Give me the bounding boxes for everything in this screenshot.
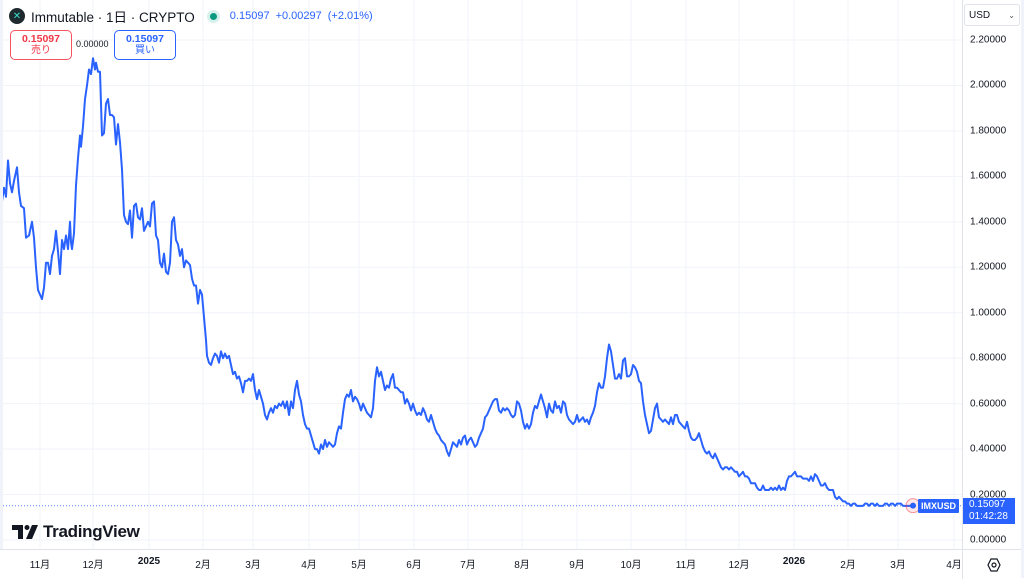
last-price-value: 0.15097 — [969, 499, 1006, 510]
price-change-percent: (+2.01%) — [327, 10, 373, 22]
buy-button[interactable]: 0.15097 買い — [114, 30, 176, 60]
last-price: 0.15097 — [229, 10, 270, 22]
chart-plot-area[interactable] — [0, 0, 962, 549]
immutable-x-logo-icon: ✕ — [9, 8, 25, 24]
tradingview-mark-icon — [12, 525, 38, 539]
time-tick-label: 4月 — [301, 560, 317, 571]
price-tick-label: 0.20000 — [970, 489, 1007, 501]
time-tick-label: 2月 — [840, 560, 856, 571]
market-open-status-icon — [206, 9, 220, 23]
time-tick-label: 10月 — [620, 560, 642, 571]
sell-label: 売り — [31, 45, 51, 56]
price-tick-label: 1.00000 — [970, 307, 1007, 319]
time-tick-label: 11月 — [29, 560, 51, 571]
time-tick-label: 2月 — [195, 560, 211, 571]
chart-header: ✕ Immutable · 1日 · CRYPTO 0.15097 +0.002… — [9, 6, 373, 26]
symbol-title[interactable]: Immutable · 1日 · CRYPTO — [31, 10, 195, 25]
time-tick-label: 6月 — [406, 560, 422, 571]
price-change: +0.00297 — [275, 10, 322, 22]
time-tick-label: 4月 — [946, 560, 962, 571]
price-tick-label: 0.60000 — [970, 398, 1007, 410]
time-tick-label: 2025 — [137, 556, 161, 567]
time-tick-label: 9月 — [569, 560, 585, 571]
symbol-tag: IMXUSD — [918, 499, 960, 513]
settings-gear-icon — [987, 557, 1001, 572]
price-tick-label: 2.00000 — [970, 79, 1007, 91]
time-tick-label: 3月 — [890, 560, 906, 571]
time-tick-label: 5月 — [351, 560, 367, 571]
time-axis[interactable] — [0, 549, 962, 579]
price-tick-label: 1.20000 — [970, 261, 1007, 273]
chart-settings-button[interactable] — [962, 549, 1024, 579]
price-line — [1, 57, 914, 507]
currency-select[interactable]: USD ⌄ — [964, 4, 1020, 26]
sell-price: 0.15097 — [22, 33, 60, 45]
time-tick-label: 2026 — [782, 556, 806, 567]
chevron-down-icon: ⌄ — [1008, 10, 1015, 20]
currency-value: USD — [969, 9, 991, 21]
price-chart[interactable] — [0, 0, 962, 549]
price-tick-label: 2.20000 — [970, 34, 1007, 46]
price-tick-label: 0.80000 — [970, 352, 1007, 364]
bar-countdown: 01:42:28 — [969, 511, 1008, 522]
time-tick-label: 12月 — [82, 560, 104, 571]
price-tick-label: 1.80000 — [970, 125, 1007, 137]
tradingview-logo[interactable]: TradingView — [12, 522, 140, 542]
price-tick-label: 0.00000 — [970, 534, 1007, 546]
right-edge — [1021, 0, 1024, 578]
time-tick-label: 8月 — [514, 560, 530, 571]
time-tick-label: 11月 — [675, 560, 697, 571]
last-price-label: 0.15097 01:42:28 — [963, 498, 1015, 524]
time-tick-label: 7月 — [460, 560, 476, 571]
price-tick-label: 0.40000 — [970, 443, 1007, 455]
left-edge — [0, 0, 3, 578]
spread-value: 0.00000 — [76, 39, 109, 49]
price-tick-label: 1.40000 — [970, 216, 1007, 228]
price-axis[interactable] — [962, 0, 1024, 549]
tradingview-wordmark: TradingView — [43, 522, 140, 541]
buy-price: 0.15097 — [126, 33, 164, 45]
time-tick-label: 3月 — [245, 560, 261, 571]
sell-button[interactable]: 0.15097 売り — [10, 30, 72, 60]
price-tick-label: 1.60000 — [970, 170, 1007, 182]
buy-label: 買い — [135, 45, 155, 56]
time-tick-label: 12月 — [728, 560, 750, 571]
